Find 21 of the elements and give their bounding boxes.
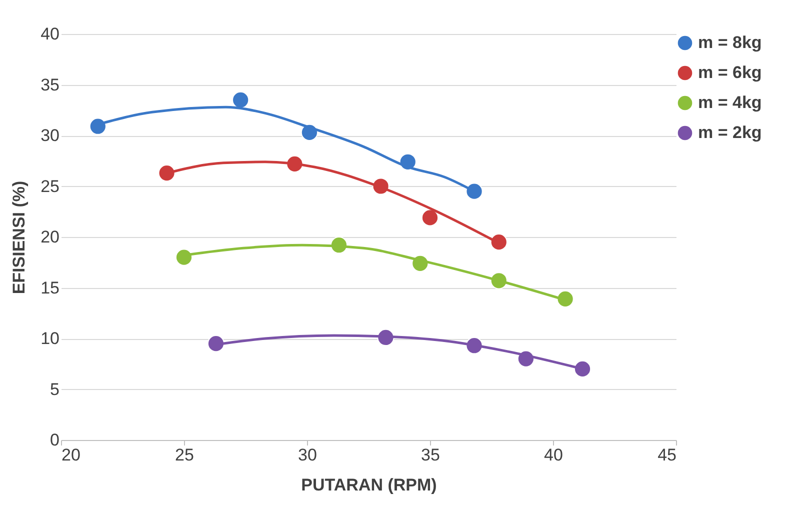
x-tick-label: 40 — [544, 446, 563, 464]
y-tick-label: 40 — [40, 24, 60, 44]
y-tick-label: 35 — [40, 75, 60, 94]
y-axis-title: EFISIENSI (%) — [10, 180, 29, 294]
y-tick-label: 20 — [40, 228, 60, 246]
y-tick-label: 0 — [50, 430, 60, 450]
y-tick-label: 15 — [40, 278, 60, 298]
x-axis-title: PUTARAN (RPM) — [301, 476, 437, 494]
y-tick-label: 10 — [40, 329, 60, 348]
y-tick-label: 30 — [40, 126, 60, 145]
legend-label: m = 2kg — [698, 123, 762, 142]
x-tick-label: 20 — [62, 446, 80, 464]
legend-label: m = 8kg — [698, 33, 762, 52]
x-tick-label: 30 — [298, 446, 317, 464]
legend-label: m = 4kg — [698, 93, 762, 112]
x-tick-label: 35 — [421, 446, 440, 464]
legend-label: m = 6kg — [698, 63, 762, 82]
x-tick-label: 45 — [658, 446, 676, 464]
x-tick-label: 25 — [175, 446, 194, 464]
y-tick-label: 5 — [50, 380, 60, 399]
y-tick-label: 25 — [40, 176, 60, 196]
